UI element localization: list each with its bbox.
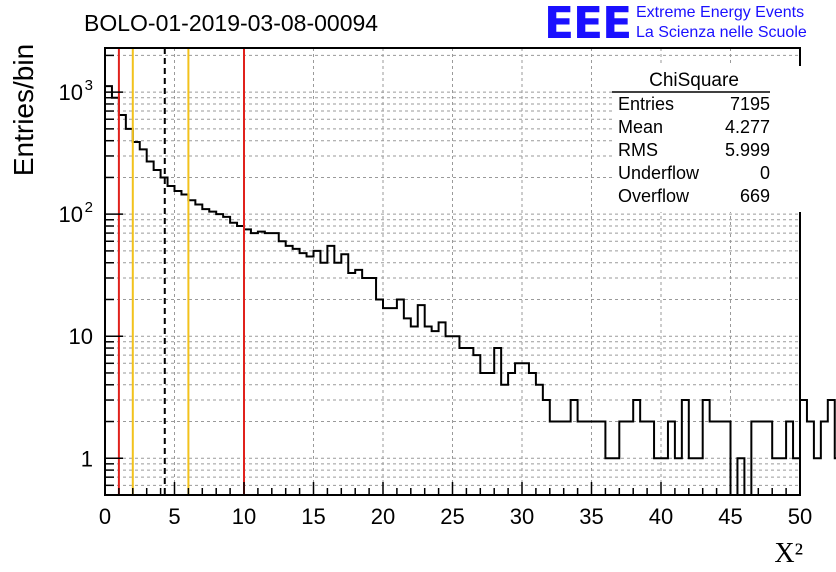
stats-label: RMS xyxy=(618,140,658,160)
chart-grid xyxy=(105,48,800,496)
stats-value: 5.999 xyxy=(725,140,770,160)
y-axis-label: Entries/bin xyxy=(8,44,39,176)
y-tick-exponent: 3 xyxy=(85,77,93,94)
x-tick-label: 15 xyxy=(301,504,325,529)
y-tick-label: 10 xyxy=(59,80,83,105)
x-axis-label: X² xyxy=(774,538,803,569)
stats-label: Mean xyxy=(618,117,663,137)
axis-ticks xyxy=(104,54,801,496)
x-tick-label: 35 xyxy=(579,504,603,529)
x-tick-label: 50 xyxy=(788,504,812,529)
x-tick-label: 10 xyxy=(232,504,256,529)
x-tick-label: 40 xyxy=(649,504,673,529)
x-tick-label: 20 xyxy=(371,504,395,529)
stats-value: 7195 xyxy=(730,94,770,114)
stats-value: 4.277 xyxy=(725,117,770,137)
stats-label: Entries xyxy=(618,94,674,114)
x-tick-label: 0 xyxy=(99,504,111,529)
stats-box: ChiSquare Entries 7195 Mean 4.277 RMS 5.999 Un… xyxy=(612,66,802,212)
eee-logo: EEE Extreme Energy Events La Scienza nel… xyxy=(544,0,834,49)
cut-lines xyxy=(117,48,245,495)
stats-value: 0 xyxy=(760,163,770,183)
stats-title: ChiSquare xyxy=(649,70,739,91)
stats-label: Underflow xyxy=(618,163,700,183)
x-tick-label: 5 xyxy=(168,504,180,529)
page-title: BOLO-01-2019-03-08-00094 xyxy=(84,10,379,36)
logo-line-2: La Scienza nelle Scuole xyxy=(636,24,807,41)
y-tick-label: 10 xyxy=(69,324,93,349)
stats-value: 669 xyxy=(740,186,770,206)
y-tick-label: 1 xyxy=(81,446,93,471)
stats-label: Overflow xyxy=(618,186,690,206)
x-tick-labels: 0 5 10 15 20 25 30 35 40 45 50 xyxy=(99,504,812,529)
x-tick-label: 45 xyxy=(718,504,742,529)
x-tick-label: 25 xyxy=(440,504,464,529)
x-tick-label: 30 xyxy=(510,504,534,529)
logo-line-1: Extreme Energy Events xyxy=(636,4,805,21)
y-tick-exponent: 2 xyxy=(85,199,93,216)
logo-mark: EEE xyxy=(544,0,632,49)
y-tick-label: 10 xyxy=(59,202,83,227)
